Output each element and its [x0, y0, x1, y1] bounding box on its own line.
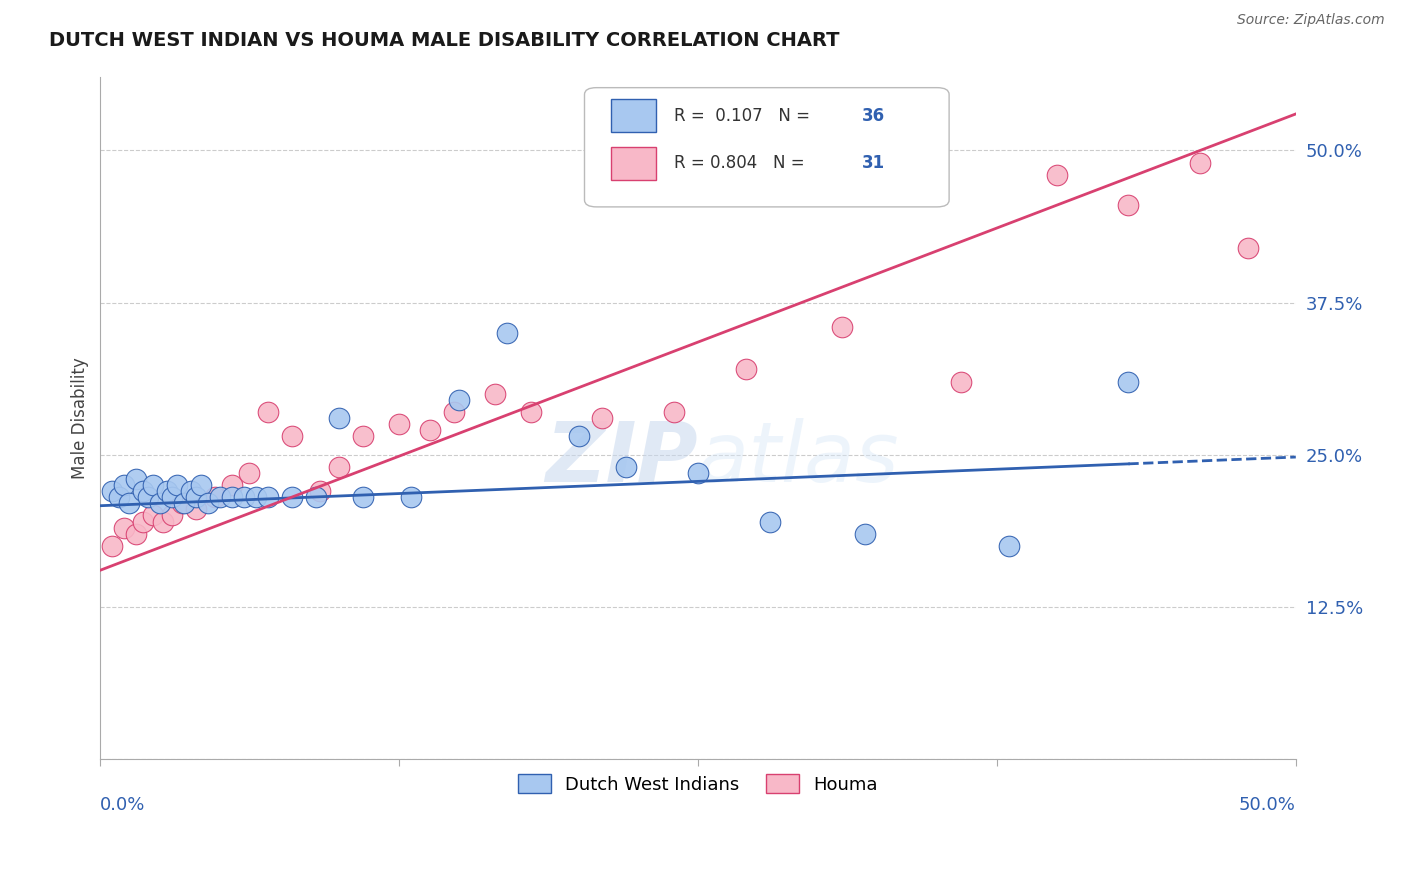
Point — [614, 459, 637, 474]
Point — [108, 490, 131, 504]
Point — [142, 508, 165, 523]
Point — [831, 319, 853, 334]
Point — [173, 496, 195, 510]
Point — [112, 520, 135, 534]
Bar — [610, 147, 657, 179]
Point — [208, 490, 231, 504]
Point — [1118, 375, 1140, 389]
Point — [328, 459, 350, 474]
Point — [156, 484, 179, 499]
Point — [447, 392, 470, 407]
Point — [101, 539, 124, 553]
Point — [238, 466, 260, 480]
Bar — [610, 99, 657, 132]
Point — [388, 417, 411, 432]
Point — [197, 496, 219, 510]
Point — [170, 496, 193, 510]
Point — [686, 466, 709, 480]
Text: R = 0.804   N =: R = 0.804 N = — [673, 153, 810, 171]
Point — [142, 478, 165, 492]
Point — [1118, 198, 1140, 212]
Point — [221, 478, 243, 492]
FancyBboxPatch shape — [585, 87, 949, 207]
Point — [232, 490, 254, 504]
Point — [328, 411, 350, 425]
Text: 31: 31 — [862, 153, 884, 171]
Point — [519, 405, 541, 419]
Point — [136, 490, 159, 504]
Point — [735, 362, 758, 376]
Point — [484, 386, 506, 401]
Point — [101, 484, 124, 499]
Point — [1189, 155, 1212, 169]
Point — [352, 490, 374, 504]
Point — [256, 405, 278, 419]
Point — [184, 490, 207, 504]
Point — [132, 515, 155, 529]
Text: ZIP: ZIP — [546, 418, 697, 500]
Point — [399, 490, 422, 504]
Point — [125, 472, 148, 486]
Point — [280, 429, 302, 443]
Point — [204, 490, 226, 504]
Point — [180, 484, 202, 499]
Point — [256, 490, 278, 504]
Point — [160, 490, 183, 504]
Point — [280, 490, 302, 504]
Point — [419, 423, 441, 437]
Point — [112, 478, 135, 492]
Text: Source: ZipAtlas.com: Source: ZipAtlas.com — [1237, 13, 1385, 28]
Point — [149, 496, 172, 510]
Point — [125, 526, 148, 541]
Point — [591, 411, 613, 425]
Point — [184, 502, 207, 516]
Legend: Dutch West Indians, Houma: Dutch West Indians, Houma — [510, 767, 886, 801]
Point — [998, 539, 1021, 553]
Point — [855, 526, 877, 541]
Text: 36: 36 — [862, 107, 884, 125]
Text: R =  0.107   N =: R = 0.107 N = — [673, 107, 815, 125]
Y-axis label: Male Disability: Male Disability — [72, 357, 89, 479]
Point — [1237, 241, 1260, 255]
Point — [495, 326, 517, 340]
Point — [309, 484, 332, 499]
Point — [152, 515, 174, 529]
Point — [118, 496, 141, 510]
Point — [1046, 168, 1069, 182]
Point — [245, 490, 267, 504]
Point — [190, 478, 212, 492]
Text: atlas: atlas — [697, 418, 900, 500]
Point — [221, 490, 243, 504]
Point — [166, 478, 188, 492]
Point — [950, 375, 973, 389]
Point — [567, 429, 589, 443]
Point — [443, 405, 465, 419]
Text: DUTCH WEST INDIAN VS HOUMA MALE DISABILITY CORRELATION CHART: DUTCH WEST INDIAN VS HOUMA MALE DISABILI… — [49, 31, 839, 50]
Point — [132, 484, 155, 499]
Point — [160, 508, 183, 523]
Text: 0.0%: 0.0% — [100, 797, 146, 814]
Point — [304, 490, 326, 504]
Point — [759, 515, 782, 529]
Text: 50.0%: 50.0% — [1239, 797, 1296, 814]
Point — [352, 429, 374, 443]
Point — [662, 405, 685, 419]
